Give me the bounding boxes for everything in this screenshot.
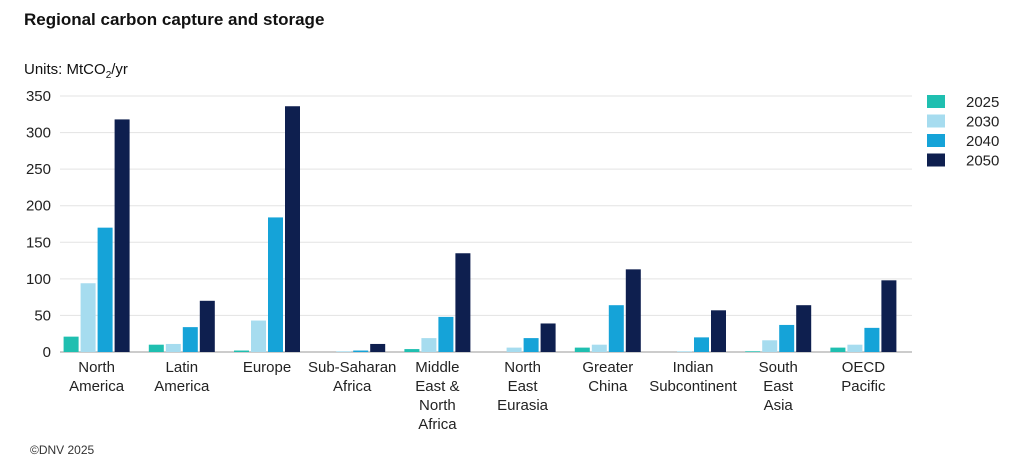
- legend-label-2040: 2040: [966, 133, 999, 150]
- legend: 2025 2030 2040 2050: [927, 94, 999, 170]
- x-tick-label: Middle East & North Africa: [415, 359, 459, 433]
- legend-swatch-2050: [927, 153, 945, 167]
- bar-2040: [864, 327, 880, 352]
- bar-2040: [779, 324, 795, 352]
- bar-2050: [881, 280, 897, 352]
- legend-swatch-2030: [927, 114, 945, 128]
- legend-label-2050: 2050: [966, 153, 999, 170]
- x-tick-label: South East Asia: [759, 359, 798, 414]
- bar-2040: [694, 337, 709, 352]
- bar-2040: [608, 305, 624, 352]
- y-tick-label: 200: [26, 198, 51, 215]
- bar-2030: [762, 340, 778, 352]
- bar-2050: [114, 119, 130, 352]
- bar-2050: [711, 310, 726, 352]
- bar-2040: [353, 350, 369, 352]
- x-tick-label: Latin America: [154, 359, 210, 395]
- x-tick-label: OECD Pacific: [841, 359, 886, 395]
- bar-2025: [745, 351, 761, 352]
- legend-swatch-2025: [927, 95, 945, 108]
- units-prefix: Units: MtCO: [24, 61, 106, 78]
- bar-2050: [540, 323, 556, 352]
- bar-2025: [574, 347, 590, 352]
- y-tick-label: 100: [26, 271, 51, 288]
- x-tick-label: North East Eurasia: [497, 359, 549, 414]
- units-suffix: /yr: [111, 61, 128, 78]
- bar-2050: [285, 106, 300, 353]
- bar-2050: [199, 300, 215, 352]
- bar-2025: [148, 344, 164, 352]
- legend-swatch-2040: [927, 134, 945, 147]
- y-tick-label: 150: [26, 234, 51, 251]
- bar-2040: [523, 338, 539, 352]
- bar-2030: [847, 344, 863, 352]
- bar-2030: [506, 347, 522, 352]
- bar-2040: [268, 217, 283, 352]
- bar-2030: [165, 343, 181, 352]
- bar-2025: [234, 350, 249, 352]
- bar-2040: [97, 227, 113, 352]
- bar-2050: [625, 269, 641, 352]
- y-tick-label: 350: [26, 88, 51, 105]
- bar-2025: [404, 349, 420, 352]
- x-tick-label: North America: [69, 359, 125, 395]
- bar-2050: [370, 343, 386, 352]
- bar-2050: [455, 253, 471, 352]
- bar-2040: [438, 316, 454, 352]
- y-tick-label: 50: [34, 307, 51, 324]
- bar-2030: [80, 283, 96, 352]
- units-subscript: 2: [105, 70, 112, 81]
- bar-2025: [830, 347, 846, 352]
- legend-label-2030: 2030: [966, 114, 999, 131]
- y-tick-label: 0: [43, 344, 51, 361]
- bar-2025: [63, 336, 79, 352]
- bar-2040: [182, 327, 198, 352]
- x-axis: North America Latin America Europe Sub-Sahara…: [69, 359, 886, 433]
- y-tick-label: 300: [26, 125, 51, 142]
- bar-2030: [677, 351, 692, 352]
- bar-2050: [796, 305, 812, 352]
- y-axis: 0 50 100 150 200 250 300 350: [26, 88, 51, 361]
- x-tick-label: Greater China: [582, 359, 633, 395]
- y-tick-label: 250: [26, 161, 51, 178]
- gridlines: [60, 95, 912, 353]
- bar-2030: [421, 338, 437, 352]
- bar-2030: [591, 344, 607, 352]
- bar-2030: [336, 351, 352, 352]
- legend-label-2025: 2025: [966, 94, 999, 111]
- bar-2030: [251, 320, 266, 352]
- x-tick-label: Indian Subcontinent: [649, 359, 737, 395]
- x-tick-label: Europe: [243, 359, 291, 376]
- copyright-credit: ©DNV 2025: [30, 443, 95, 457]
- x-tick-label: Sub-Saharan Africa: [308, 359, 396, 395]
- bars: [63, 106, 897, 353]
- units-label: Units: MtCO2/yr: [24, 61, 128, 81]
- chart-title: Regional carbon capture and storage: [24, 10, 325, 29]
